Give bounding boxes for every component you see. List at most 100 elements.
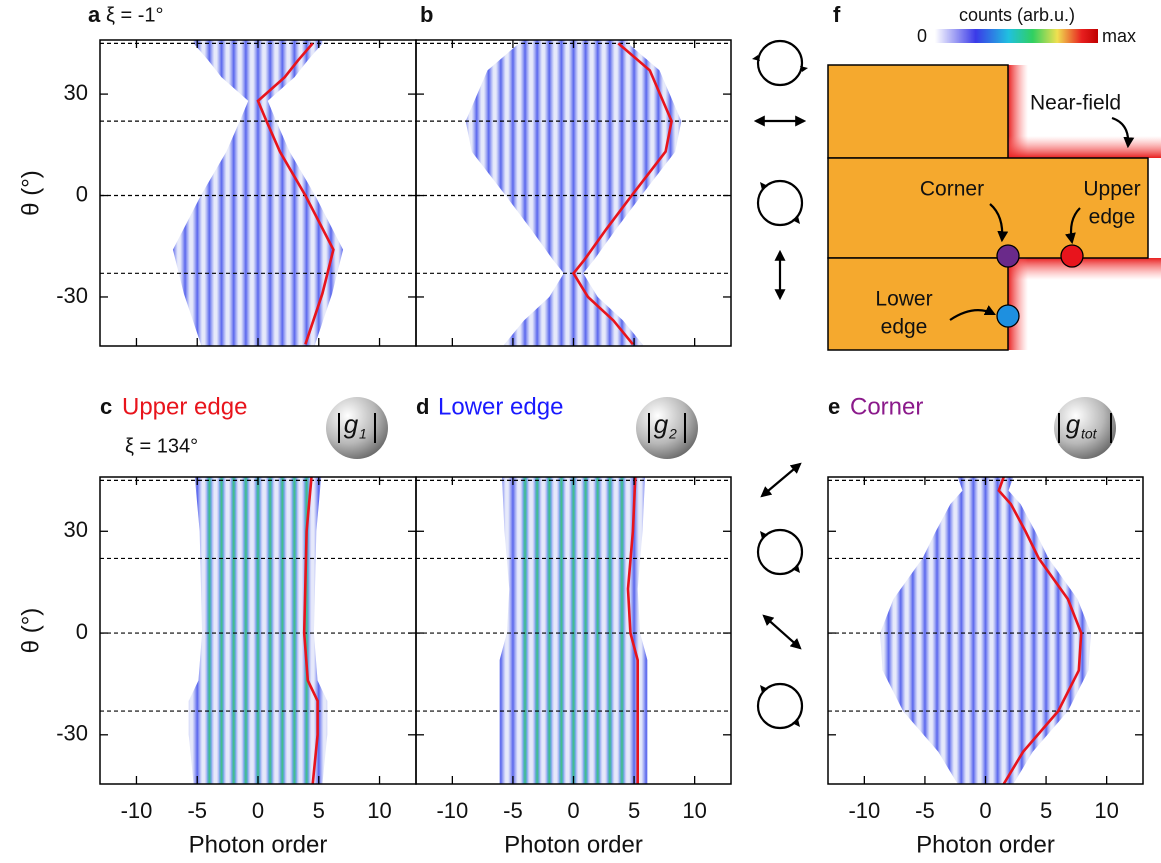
- heatmap-stripe: [387, 477, 397, 784]
- heatmap-stripe-core: [618, 477, 625, 784]
- heatmap-stripe: [629, 477, 639, 784]
- heatmap-stripe-core: [558, 477, 565, 784]
- y-tick-label: 0: [76, 181, 88, 206]
- x-tick-label: 0: [567, 798, 579, 823]
- y-tick-label: 0: [76, 619, 88, 644]
- heatmap-stripe: [375, 40, 385, 346]
- heatmap-stripe: [992, 477, 1003, 784]
- heatmap-stripe: [338, 40, 344, 346]
- panel-label: a: [88, 2, 101, 27]
- heatmap-stripe: [1102, 477, 1112, 784]
- heatmap-stripe: [228, 40, 239, 346]
- heatmap-stripe: [968, 477, 979, 784]
- x-tick-label: 0: [252, 798, 264, 823]
- heatmap-stripe: [350, 40, 360, 346]
- heatmap-stripe: [172, 40, 178, 346]
- x-tick-label: -5: [915, 798, 935, 823]
- panel: -30 0 30 θ (°) a ξ = -1°: [17, 2, 417, 347]
- heatmap: [472, 477, 724, 784]
- lower-edge-label: Lower: [875, 288, 932, 311]
- heatmap-stripe: [313, 477, 324, 784]
- heatmap-stripe: [1041, 477, 1051, 784]
- circular-polarization: [756, 179, 804, 227]
- lower-edge-label: edge: [881, 316, 928, 339]
- heatmap-stripe-core: [206, 477, 213, 784]
- pointer-arrow: [1065, 207, 1081, 245]
- badge-subscript: tot: [1081, 426, 1098, 442]
- badge-symbol: g: [344, 409, 359, 439]
- heatmap-stripe-core: [522, 477, 529, 784]
- arrowhead: [760, 182, 800, 224]
- circular-polarization: [756, 682, 804, 730]
- heatmap-stripe: [204, 40, 215, 346]
- upper-edge-label: Upper: [1083, 178, 1140, 201]
- circular-polarization: [756, 528, 804, 576]
- y-tick-label: 30: [64, 517, 88, 542]
- heatmap-stripe: [641, 477, 648, 784]
- cutoff-curve: [626, 476, 639, 784]
- heatmap-stripe: [1017, 477, 1027, 784]
- panel-label: b: [420, 2, 433, 27]
- x-axis-label: Photon order: [189, 831, 328, 858]
- heatmap-stripe: [677, 40, 682, 346]
- polarization-icons: [752, 39, 808, 730]
- cutoff-curve: [302, 476, 319, 785]
- x-tick-label: -5: [503, 798, 523, 823]
- heatmap-stripe-core: [242, 477, 249, 784]
- pointer-arrow: [949, 305, 996, 321]
- heatmap-stripe: [980, 477, 991, 784]
- heatmap-stripe-core: [254, 477, 262, 784]
- upper-edge-label: edge: [1089, 206, 1136, 229]
- arrowhead: [760, 531, 800, 573]
- x-tick-label: 5: [1040, 798, 1052, 823]
- heatmap-stripe: [532, 40, 542, 346]
- heatmap-stripe: [956, 477, 967, 784]
- heatmap-stripe: [472, 477, 482, 784]
- heatmap-stripe: [880, 477, 882, 784]
- heatmap-stripe-core: [570, 477, 577, 784]
- pointer-arrow: [1111, 116, 1135, 149]
- heatmap-stripe: [1065, 477, 1076, 784]
- heatmap-stripe: [192, 40, 203, 346]
- cutoff-curve: [571, 42, 673, 346]
- heatmap-stripe: [144, 477, 154, 784]
- heatmap-stripe: [520, 40, 530, 346]
- panel: -10 -5 0 5 10 Photon order e Corner g tot: [827, 393, 1144, 858]
- heatmap-stripe: [678, 477, 688, 784]
- heatmap-stripe: [895, 477, 906, 784]
- heatmap-stripe: [605, 40, 615, 346]
- heatmap-stripe: [544, 40, 555, 346]
- cutoff-curve: [997, 476, 1083, 785]
- heatmap-stripe: [156, 477, 166, 784]
- upper-edge-point: [1060, 244, 1084, 268]
- heatmap-stripe-core: [291, 477, 298, 784]
- badge-sphere: [326, 397, 388, 459]
- heatmap-stripe: [375, 477, 385, 784]
- lower-edge-point: [996, 304, 1020, 328]
- heatmap-stripe: [653, 40, 664, 346]
- heatmap-stripe: [363, 477, 373, 784]
- badge-symbol: g: [1066, 409, 1081, 439]
- x-tick-label: 0: [979, 798, 991, 823]
- corner-point: [996, 244, 1020, 268]
- badge-symbol: g: [654, 409, 669, 439]
- panel-subtitle: ξ = -1°: [106, 4, 164, 26]
- heatmap-stripe-core: [534, 477, 541, 784]
- panel-title: Upper edge: [122, 393, 247, 420]
- heatmap-stripe: [568, 40, 579, 346]
- heatmap-stripe: [702, 477, 712, 784]
- heatmap-stripe: [216, 40, 227, 346]
- heatmap-stripe: [714, 477, 724, 784]
- x-axis-label: Photon order: [504, 831, 643, 858]
- linear-polarization: [762, 614, 802, 650]
- structure-diagram: f counts (arb.u.) 0 max Near-field Corne…: [827, 2, 1161, 351]
- y-axis-label: θ (°): [17, 170, 44, 216]
- heatmap-stripe: [240, 40, 251, 346]
- panel-label: d: [416, 394, 429, 419]
- heatmap-stripe: [932, 477, 942, 784]
- heatmap-stripe: [253, 40, 263, 346]
- y-axis-label: θ (°): [17, 608, 44, 654]
- heatmap-stripe: [1126, 477, 1136, 784]
- heatmap: [172, 40, 385, 346]
